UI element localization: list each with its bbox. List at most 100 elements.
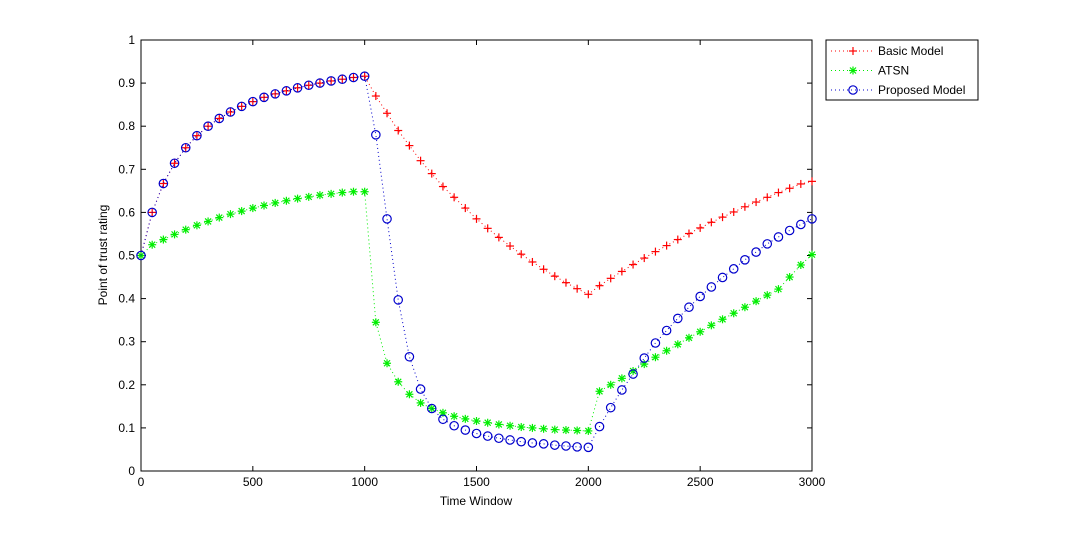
data-point [282,86,291,95]
marker-stroke [607,381,615,389]
data-point [572,442,582,452]
data-point [796,219,806,230]
data-point [561,426,570,435]
data-point [338,188,347,197]
data-point [416,156,425,165]
marker-stroke [361,188,369,196]
data-point [427,169,436,178]
y-tick-label: 0.9 [118,76,135,90]
marker-stroke [730,309,738,317]
data-point [505,435,515,445]
legend-item: Basic Model [831,44,943,58]
data-point [483,224,492,233]
data-point [393,295,404,305]
data-point [684,302,694,313]
data-point [506,421,515,430]
legend-item: Proposed Model [831,83,965,97]
data-point [606,380,615,389]
data-point [327,189,336,198]
data-point [629,260,638,269]
marker-stroke [696,328,704,336]
data-point [427,404,436,413]
data-point [382,214,392,224]
data-point [159,235,168,244]
x-axis-label: Time Window [440,494,513,508]
marker-stroke [249,204,257,212]
data-point [539,424,548,433]
data-point [292,83,303,93]
marker-stroke [428,405,436,412]
data-point [494,233,503,242]
data-point [774,188,783,197]
y-tick-label: 1 [128,33,135,47]
data-point [327,76,336,85]
data-point [605,402,616,413]
y-tick-label: 0.6 [118,205,135,219]
marker-stroke [227,210,234,218]
data-point [796,260,805,269]
marker-stroke [182,226,190,234]
series-atsn [137,187,816,435]
marker-stroke [752,297,760,305]
data-point [718,213,727,222]
data-point [595,281,604,290]
data-point [561,278,570,287]
marker-stroke [584,427,592,435]
data-point [371,92,380,101]
data-point [303,80,314,91]
data-point [349,73,358,82]
marker-stroke [461,415,469,423]
data-point [214,113,225,124]
data-point [728,264,739,274]
marker-stroke [674,340,682,348]
data-point [169,158,180,169]
data-point [248,96,258,107]
data-point [650,338,661,348]
data-point [673,340,682,349]
x-tick-label: 2500 [687,475,714,489]
data-point [751,247,761,257]
marker-stroke [327,190,335,198]
data-point [808,177,816,186]
marker-stroke [797,261,805,269]
data-point [707,321,716,330]
data-point [349,187,358,196]
x-tick-label: 500 [243,475,263,489]
data-point [494,420,503,429]
data-point [315,79,324,88]
data-point [729,309,738,318]
data-point [215,213,224,222]
data-point [506,242,515,251]
data-point [584,426,593,435]
data-point [215,114,224,123]
y-tick-label: 0.8 [118,119,135,133]
marker-stroke [495,421,503,428]
y-tick-label: 0.1 [118,421,135,435]
marker-stroke [618,374,626,382]
data-point [304,192,313,201]
y-axis-label: Point of trust rating [96,205,110,306]
data-point [696,327,705,336]
marker-stroke [808,251,816,259]
x-tick-label: 3000 [799,475,826,489]
data-point [774,285,783,294]
data-point [796,179,805,188]
data-point [695,291,705,302]
data-point [192,131,201,140]
data-point [662,346,671,355]
series-line [140,191,813,432]
data-point [785,184,794,193]
data-point [561,441,571,451]
data-point [517,423,526,432]
data-point [226,210,235,219]
data-point [550,272,559,281]
data-point [639,353,650,363]
marker-stroke [707,321,715,329]
data-point [762,239,773,249]
data-point [360,187,369,196]
data-point [584,290,593,299]
data-point [651,353,660,362]
marker-stroke [372,318,380,326]
legend-label: Basic Model [878,44,943,58]
